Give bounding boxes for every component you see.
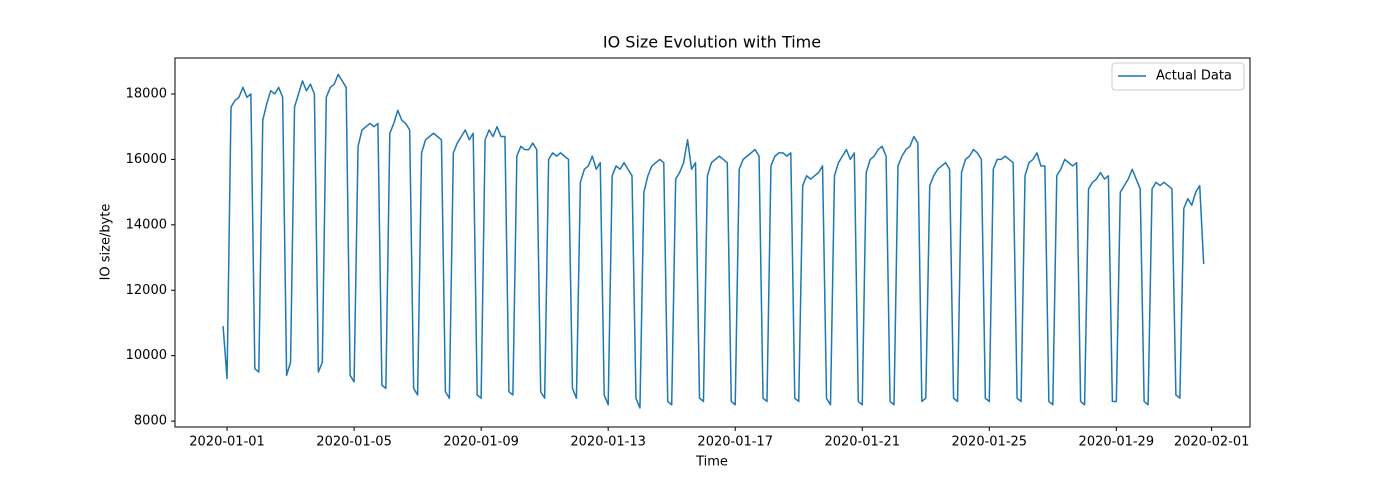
y-tick-label: 18000 [126,86,167,101]
y-axis-label: IO size/byte [99,204,114,281]
chart-title: IO Size Evolution with Time [603,33,821,52]
x-tick-label: 2020-01-17 [697,435,773,450]
x-tick-label: 2020-01-09 [443,435,519,450]
x-tick-label: 2020-01-29 [1079,435,1155,450]
x-tick-label: 2020-01-25 [952,435,1028,450]
x-tick-label: 2020-01-01 [189,435,265,450]
x-tick-label: 2020-01-05 [316,435,392,450]
x-tick-label: 2020-02-01 [1174,435,1250,450]
y-tick-label: 8000 [134,414,167,429]
x-axis-label: Time [695,455,728,470]
x-tick-label: 2020-01-13 [570,435,646,450]
plot-frame [174,57,1251,428]
legend-box [1111,62,1245,91]
x-tick-label: 2020-01-21 [824,435,900,450]
legend-label: Actual Data [1156,69,1232,84]
y-tick-label: 10000 [126,348,167,363]
y-tick-label: 16000 [126,152,167,167]
y-tick-label: 12000 [126,283,167,298]
y-tick-label: 14000 [126,217,167,232]
data-line [222,73,1205,409]
